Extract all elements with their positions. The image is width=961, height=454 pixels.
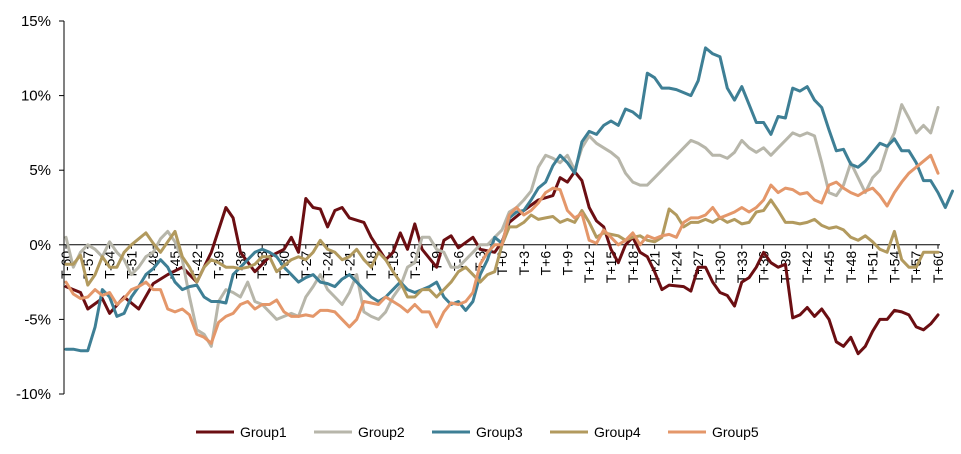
x-tick-label: T+24 — [668, 251, 684, 284]
y-tick-label: -10% — [16, 386, 51, 403]
x-tick-label: T+60 — [930, 251, 946, 284]
x-tick-label: T-39 — [211, 251, 227, 279]
x-tick-label: T+21 — [647, 251, 663, 284]
x-tick-label: T+18 — [625, 251, 641, 284]
x-tick-label: T+42 — [799, 251, 815, 284]
series-lines — [64, 46, 954, 356]
series-line-group3 — [64, 46, 954, 353]
x-tick-label: T+54 — [886, 251, 902, 284]
legend-label-group4: Group4 — [594, 424, 641, 440]
x-tick-label: T+45 — [821, 251, 837, 284]
x-tick-label: T+9 — [559, 251, 575, 276]
y-tick-label: -5% — [24, 311, 51, 328]
legend-label-group3: Group3 — [476, 424, 523, 440]
x-tick-label: T+15 — [603, 251, 619, 284]
legend-label-group1: Group1 — [240, 424, 287, 440]
x-tick-label: T+3 — [516, 251, 532, 276]
y-tick-label: 15% — [21, 13, 51, 30]
x-tick-label: T+51 — [865, 251, 881, 284]
x-tick-label: T-24 — [320, 251, 336, 279]
y-axis: -10% -5% 0% 5% 10% 15% — [16, 13, 65, 403]
x-tick-label: T+6 — [538, 251, 554, 276]
x-tick-label: T+30 — [712, 251, 728, 284]
x-tick-label: T-12 — [407, 251, 423, 279]
y-tick-label: 5% — [29, 162, 51, 179]
legend-label-group2: Group2 — [358, 424, 405, 440]
x-tick-label: T+33 — [734, 251, 750, 284]
y-tick-label: 10% — [21, 88, 51, 105]
legend-label-group5: Group5 — [712, 424, 759, 440]
series-line-group5 — [64, 153, 940, 345]
x-tick-label: T+12 — [581, 251, 597, 284]
series-line-group2 — [64, 103, 940, 348]
y-tick-label: 0% — [29, 237, 51, 254]
x-tick-label: T+48 — [843, 251, 859, 284]
legend: Group1 Group2 Group3 Group4 Group5 — [196, 424, 759, 440]
